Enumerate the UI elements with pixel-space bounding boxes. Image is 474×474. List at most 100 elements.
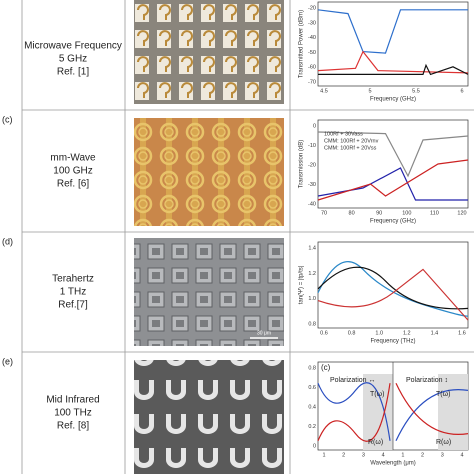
row-label: Mid Infrared xyxy=(46,395,99,406)
row-label: 1 THz xyxy=(60,287,87,298)
y-axis-label: tan(Ψ) = |tp/ts| xyxy=(299,265,305,304)
legend-entry: CMM: 100Rf + 20Vss xyxy=(324,145,377,151)
y-tick-label: 1.2 xyxy=(308,271,316,277)
photo xyxy=(134,0,284,104)
row-label: Ref. [1] xyxy=(57,67,89,78)
shade xyxy=(363,374,393,450)
x-tick-label: 0.6 xyxy=(320,330,328,336)
x-axis-label: Frequency (GHz) xyxy=(370,97,416,103)
curve xyxy=(318,269,468,320)
y-axis-label: Transmitted Power (dBm) xyxy=(299,10,305,78)
x-tick-label: 1 xyxy=(401,452,404,458)
legend-entry: CMM: 100Rf + 20Vrnv xyxy=(324,138,379,144)
panel-letter: (c) xyxy=(321,363,331,372)
x-tick-label: 1.6 xyxy=(458,330,466,336)
y-tick-label: 0.8 xyxy=(308,365,316,371)
curves xyxy=(318,383,468,442)
x-tick-label: 5.5 xyxy=(412,88,420,94)
plot-area xyxy=(317,119,469,209)
x-tick-label: 2 xyxy=(421,452,424,458)
table-lines xyxy=(21,0,474,474)
x-tick-label: 80 xyxy=(349,210,355,216)
x-tick-label: 4 xyxy=(460,452,463,458)
y-tick-label: 0.2 xyxy=(308,424,316,430)
x-tick-label: 3 xyxy=(362,452,365,458)
y-tick-label: -50 xyxy=(308,50,316,56)
row-label: 100 THz xyxy=(54,408,92,419)
y-tick-label: -30 xyxy=(308,20,316,26)
curve xyxy=(318,132,468,176)
x-tick-label: 100 xyxy=(402,210,411,216)
x-tick-label: 1 xyxy=(322,452,325,458)
y-tick-label: -60 xyxy=(308,65,316,71)
x-tick-label: 1.2 xyxy=(403,330,411,336)
curve xyxy=(318,262,468,317)
y-tick-label: 1.4 xyxy=(308,245,316,251)
y-tick-label: 0.4 xyxy=(308,404,316,410)
x-axis-label: Frequency (GHz) xyxy=(370,219,416,225)
y-tick-label: -30 xyxy=(308,182,316,188)
x-tick-label: 70 xyxy=(321,210,327,216)
row-label: Microwave Frequency xyxy=(24,41,122,52)
y-tick-label: -40 xyxy=(308,201,316,207)
y-axis-label: Transmission (dB) xyxy=(299,140,305,188)
shade xyxy=(438,374,468,450)
row-letter: (c) xyxy=(2,114,13,124)
photo xyxy=(134,360,284,474)
r-label: R(ω) xyxy=(436,439,451,446)
x-tick-label: 1.4 xyxy=(431,330,439,336)
y-tick-label: -70 xyxy=(308,79,316,85)
legend-entry: 100Rf + 30Vass xyxy=(324,131,363,137)
curve xyxy=(318,52,468,73)
pol-label: Polarization ↕ xyxy=(406,377,448,384)
y-tick-label: 1.0 xyxy=(308,296,316,302)
x-tick-label: 4.5 xyxy=(320,88,328,94)
row-letter: (e) xyxy=(2,356,13,366)
y-tick-label: 0.8 xyxy=(308,321,316,327)
row-label: mm-Wave xyxy=(50,153,96,164)
curve xyxy=(318,10,468,53)
curves xyxy=(318,132,468,200)
plot-area xyxy=(317,241,469,329)
x-tick-label: 2 xyxy=(342,452,345,458)
y-tick-label: -20 xyxy=(308,5,316,11)
x-axis-label: Frequency (THz) xyxy=(370,339,415,345)
x-tick-label: 6 xyxy=(460,88,463,94)
y-tick-label: -40 xyxy=(308,35,316,41)
row-label: Ref.[7] xyxy=(58,300,88,311)
y-tick-label: 0.6 xyxy=(308,385,316,391)
r-label: R(ω) xyxy=(368,439,383,446)
row-letter: (d) xyxy=(2,236,13,246)
plot-area xyxy=(317,1,469,87)
curve xyxy=(318,160,468,200)
curves xyxy=(318,262,468,321)
x-tick-label: 120 xyxy=(457,210,466,216)
x-tick-label: 4 xyxy=(382,452,385,458)
t-label: T(ω) xyxy=(436,391,450,398)
row-label: Ref. [6] xyxy=(57,179,89,190)
x-axis-label: Wavelength (μm) xyxy=(370,461,416,467)
y-tick-label: -10 xyxy=(308,143,316,149)
x-tick-label: 110 xyxy=(430,210,439,216)
scale-label: 30 μm xyxy=(257,330,271,336)
y-tick-label: -20 xyxy=(308,162,316,168)
row-label: 100 GHz xyxy=(53,166,92,177)
x-tick-label: 0.8 xyxy=(348,330,356,336)
photo xyxy=(134,118,284,226)
curve xyxy=(318,267,468,309)
pol-label: Polarization ↔ xyxy=(330,377,376,384)
photo xyxy=(134,238,284,346)
x-tick-label: 3 xyxy=(441,452,444,458)
x-tick-label: 5 xyxy=(368,88,371,94)
curve xyxy=(318,383,468,441)
row-label: 5 GHz xyxy=(59,54,87,65)
row-label: Terahertz xyxy=(52,274,94,285)
x-tick-label: 1.0 xyxy=(375,330,383,336)
y-tick-label: 0 xyxy=(313,443,316,449)
row-label: Ref. [8] xyxy=(57,421,89,432)
x-tick-label: 90 xyxy=(376,210,382,216)
curve xyxy=(318,65,468,74)
y-tick-label: 0 xyxy=(313,123,316,129)
t-label: T(ω) xyxy=(370,391,384,398)
